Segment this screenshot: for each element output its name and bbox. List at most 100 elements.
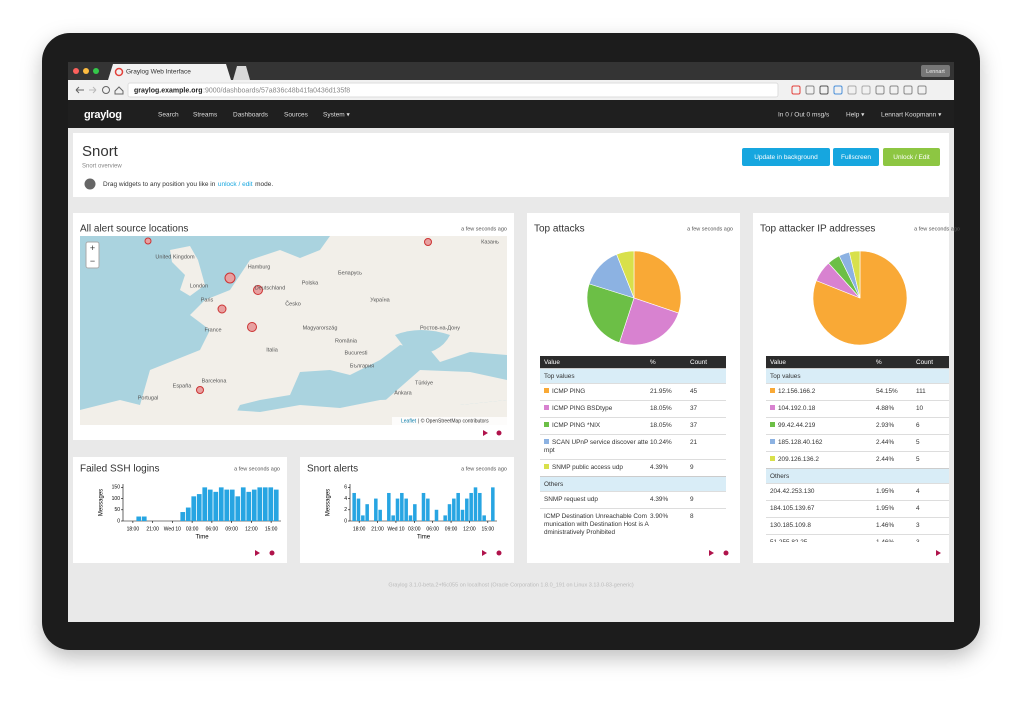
map-marker[interactable]: [217, 304, 227, 314]
nav-item[interactable]: System ▾: [323, 112, 350, 119]
percent-cell: 4.39%: [650, 464, 669, 471]
table-row: 99.42.44.219 2.93% 6: [766, 417, 949, 434]
table-row: ICMP PING 21.95% 45: [540, 383, 726, 400]
button-update[interactable]: [742, 148, 830, 166]
hint-icon: [84, 178, 96, 190]
tab[interactable]: [108, 64, 231, 80]
map-marker[interactable]: [144, 237, 152, 245]
attribution-link[interactable]: Leaflet: [401, 418, 417, 424]
widget-updated: a few seconds ago: [461, 466, 507, 472]
zoom-in[interactable]: +: [90, 243, 95, 253]
bar: [191, 496, 197, 521]
x-tick-label: 03:00: [186, 526, 199, 532]
table-row: 51.255.82.25 1.46%3: [766, 534, 949, 542]
bar: [408, 515, 413, 521]
map-marker[interactable]: [224, 272, 236, 284]
info-icon[interactable]: [496, 550, 502, 556]
percent-cell: 2.44%: [876, 456, 895, 463]
help-menu[interactable]: Help ▾: [846, 112, 865, 119]
column-header: Value: [544, 358, 560, 366]
hint-link[interactable]: unlock / edit: [218, 181, 253, 188]
value-text: ICMP PING: [552, 388, 586, 395]
bar: [400, 492, 404, 521]
info-icon[interactable]: [723, 550, 729, 556]
extension-icon: [847, 85, 857, 95]
land-turkey: [380, 370, 507, 405]
y-tick-label: 150: [112, 485, 121, 491]
group-label: Others: [766, 468, 949, 483]
value-cell: SNMP request udp: [540, 496, 650, 504]
info-icons[interactable]: [269, 430, 729, 556]
map[interactable]: [80, 236, 507, 425]
map-marker[interactable]: [424, 238, 432, 246]
table-row: ICMP Destination Unreachable Communicati…: [540, 508, 726, 541]
min-dot[interactable]: [83, 68, 89, 74]
bar: [473, 487, 478, 521]
bar: [136, 516, 142, 521]
color-swatch: [544, 388, 549, 393]
table-row: 104.192.0.18 4.88% 10: [766, 400, 949, 417]
value-text: ICMP PING BSDtype: [552, 405, 613, 412]
bar: [478, 492, 482, 521]
percent-cell: 2.44%: [876, 439, 895, 446]
color-swatch: [544, 422, 549, 427]
bar: [251, 489, 257, 521]
extension-icon: [903, 85, 913, 95]
bar: [374, 498, 378, 521]
info-icon[interactable]: [496, 430, 502, 436]
map-marker[interactable]: [247, 322, 257, 332]
map-label: Italia: [266, 347, 279, 353]
color-swatch: [770, 405, 775, 410]
zoom-control[interactable]: [85, 241, 100, 269]
bar: [426, 498, 430, 521]
bar: [352, 492, 356, 521]
value-text: 99.42.44.219: [778, 422, 816, 429]
y-tick-label: 100: [112, 496, 121, 502]
bar: [213, 491, 219, 521]
count-cell: 4: [916, 488, 920, 495]
value-cell: SCAN UPnP service discover attempt: [540, 439, 650, 455]
nav-item[interactable]: Search: [158, 112, 179, 119]
reload-button[interactable]: [102, 86, 110, 94]
extension-icon: [805, 85, 815, 95]
nav-item[interactable]: Streams: [193, 112, 218, 119]
table-row: SNMP public access udp 4.39% 9: [540, 459, 726, 476]
pie-slice: [619, 297, 679, 346]
map-marker[interactable]: [253, 285, 263, 295]
back-button[interactable]: [75, 86, 84, 94]
nav-item[interactable]: Sources: [284, 112, 309, 119]
bar: [421, 492, 426, 521]
button-fullscreen[interactable]: [833, 148, 879, 166]
bar: [180, 512, 186, 521]
table-row: ICMP PING BSDtype 18.05% 37: [540, 400, 726, 417]
bar: [404, 498, 408, 521]
x-tick-label: Wed 10: [164, 526, 181, 532]
group-label: Others: [540, 476, 726, 491]
bar: [491, 487, 495, 521]
map-marker[interactable]: [196, 386, 204, 394]
bar: [395, 498, 400, 521]
bar: [246, 491, 252, 521]
x-tick-label: 15:00: [482, 526, 495, 532]
value-text: 51.255.82.25: [770, 539, 807, 542]
footer: Graylog 3.1.0-beta.2+f6c055 on localhost…: [388, 582, 634, 588]
bar: [196, 494, 202, 521]
map-label: Portugal: [138, 395, 159, 401]
tab-icon: [114, 67, 124, 77]
user-menu[interactable]: Lennart Koopmann ▾: [881, 112, 942, 119]
max-dot[interactable]: [93, 68, 99, 74]
button-unlock[interactable]: [883, 148, 940, 166]
table-row: 209.126.136.2 2.44% 5: [766, 451, 949, 468]
info-icon[interactable]: [269, 550, 275, 556]
new-tab[interactable]: [233, 66, 250, 80]
profile-button[interactable]: [921, 65, 950, 77]
home-button[interactable]: [114, 86, 124, 95]
zoom-out[interactable]: −: [90, 256, 95, 266]
address-bar[interactable]: [127, 82, 779, 98]
count-cell: 3: [916, 522, 920, 529]
nav-item[interactable]: Dashboards: [233, 112, 269, 119]
forward-button[interactable]: [89, 86, 97, 94]
close-dot[interactable]: [73, 68, 79, 74]
value-cell: 104.192.0.18: [766, 405, 876, 413]
extension-icon: [861, 85, 871, 95]
